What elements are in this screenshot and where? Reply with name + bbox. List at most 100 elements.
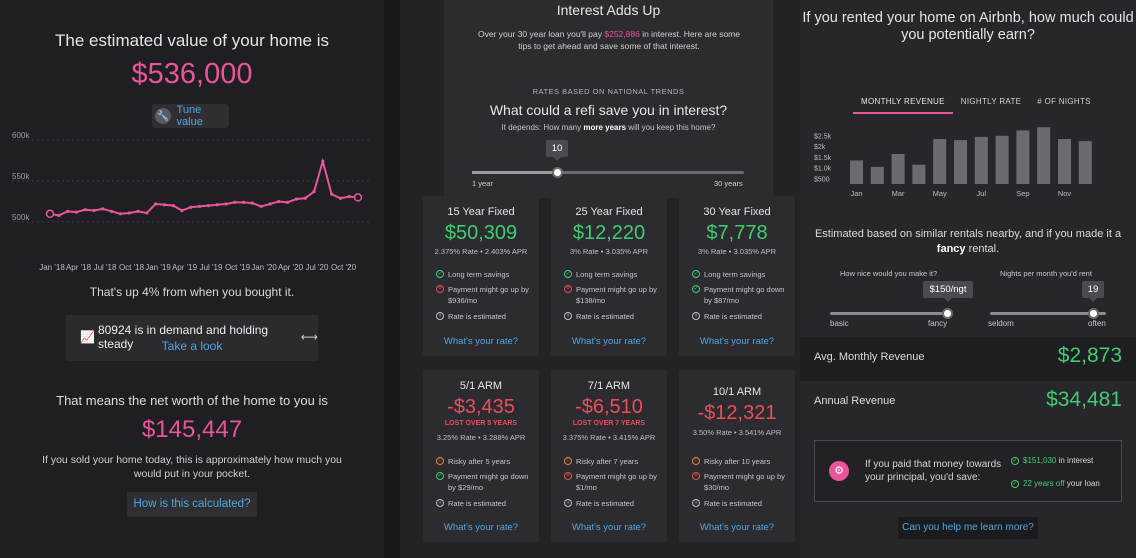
tab-number-of-nights[interactable]: # OF NIGHTS <box>1037 97 1091 106</box>
card-feature: ✓ Long term savings <box>692 269 792 280</box>
card-feature: ✓ Long term savings <box>564 269 664 280</box>
info-icon: i <box>436 312 444 320</box>
loan-card-10-1-arm: 10/1 ARM -$12,321 3.50% Rate • 3.541% AP… <box>679 370 795 542</box>
interest-savings-value: $151,030 <box>1023 456 1057 465</box>
card-savings: -$6,510 <box>575 396 643 418</box>
avg-monthly-revenue-row: Avg. Monthly Revenue $2,873 <box>800 337 1136 381</box>
loan-card-5-1-arm: 5/1 ARM -$3,435 LOST OVER 5 YEARS 3.25% … <box>423 370 539 542</box>
x-tick-label: Apr '20 <box>278 263 304 272</box>
whats-your-rate-link[interactable]: What's your rate? <box>699 336 775 347</box>
value-point <box>338 196 342 200</box>
value-point <box>286 200 290 204</box>
nights-slider-handle[interactable] <box>1088 308 1099 319</box>
years-slider-handle[interactable] <box>552 167 563 178</box>
up-since-purchase-text: That's up 4% from when you bought it. <box>89 285 295 299</box>
card-feature: i Rate is estimated <box>564 498 664 509</box>
years-q-post: will you keep this home? <box>626 123 716 132</box>
card-feature: × Payment might go up by $936/mo <box>436 284 536 306</box>
how-calculated-button[interactable]: How is this calculated? <box>127 492 257 517</box>
tab-nightly-rate[interactable]: NIGHTLY RATE <box>960 97 1022 106</box>
learn-more-button[interactable]: Can you help me learn more? <box>898 517 1038 539</box>
feature-text: Risky after 5 years <box>448 457 511 466</box>
years-slider-max: 30 years <box>714 179 743 188</box>
estimate-pre: Estimated based on similar rentals nearb… <box>814 228 1122 240</box>
years-savings-value: 22 years off <box>1023 479 1065 488</box>
x-icon: × <box>564 285 572 293</box>
value-point <box>127 211 131 215</box>
check-icon: ✓ <box>1011 456 1019 465</box>
card-lost-label: LOST OVER 5 YEARS <box>444 420 518 427</box>
card-rate: 3% Rate • 3.035% APR <box>569 247 649 256</box>
feature-text: Rate is estimated <box>704 499 762 508</box>
demand-text: 80924 is in demand and holding steady <box>97 323 269 351</box>
revenue-bar <box>850 160 863 184</box>
whats-your-rate-link[interactable]: What's your rate? <box>571 522 647 533</box>
value-point <box>215 203 219 207</box>
card-title: 5/1 ARM <box>459 380 503 392</box>
niceness-slider-track[interactable] <box>830 312 950 315</box>
robot-icon: ⚙ <box>829 461 849 481</box>
info-icon: i <box>436 499 444 507</box>
revenue-bar <box>1078 141 1092 184</box>
tab-monthly-revenue[interactable]: MONTHLY REVENUE <box>853 97 953 114</box>
y-tick-label: $2k <box>814 144 826 151</box>
niceness-slider-min: basic <box>830 319 849 328</box>
revenue-bar <box>974 136 988 184</box>
x-icon: × <box>436 285 444 293</box>
card-feature: ! Risky after 5 years <box>436 456 536 467</box>
x-tick-label: Nov <box>1058 189 1072 198</box>
value-point <box>242 200 246 204</box>
take-a-look-link[interactable]: Take a look <box>161 339 223 353</box>
value-point <box>57 213 61 218</box>
monthly-revenue-chart: $2.5k $2k $1.5k $1.0k $500 Jan Mar May Jul Sep Nov <box>814 127 1092 198</box>
value-point <box>250 201 254 205</box>
card-feature: i Rate is estimated <box>692 311 792 322</box>
nights-slider-track[interactable] <box>990 312 1106 315</box>
revenue-bar <box>933 139 947 184</box>
refi-question: What could a refi save you in interest? <box>489 102 728 118</box>
revenue-bar <box>870 166 884 184</box>
x-tick-label: Oct '19 <box>225 263 251 272</box>
revenue-bar <box>1037 127 1051 184</box>
x-tick-label: Oct '18 <box>119 263 145 272</box>
x-icon: × <box>692 472 700 480</box>
card-lost-label: LOST OVER 7 YEARS <box>572 420 646 427</box>
card-title: 10/1 ARM <box>712 386 762 398</box>
years-q-bold: more years <box>583 123 627 132</box>
feature-text: Rate is estimated <box>448 312 506 321</box>
whats-your-rate-link[interactable]: What's your rate? <box>571 336 647 347</box>
home-value-chart: 600k 550k 500k Jan '18 Apr '18 Jul '18 Oct '18… <box>12 131 370 272</box>
y-tick-label: 550k <box>12 172 30 181</box>
niceness-slider-handle[interactable] <box>942 308 953 319</box>
value-point <box>110 209 114 213</box>
tune-value-button[interactable]: 🔧 Tune value <box>152 104 229 128</box>
avg-monthly-revenue-label: Avg. Monthly Revenue <box>814 351 925 363</box>
feature-text: Rate is estimated <box>704 312 762 321</box>
card-title: 25 Year Fixed <box>575 206 643 218</box>
years-question: It depends: How many more years will you… <box>444 123 773 132</box>
whats-your-rate-link[interactable]: What's your rate? <box>443 522 519 533</box>
years-slider-track[interactable] <box>472 171 744 174</box>
value-point <box>294 197 298 201</box>
x-icon: × <box>564 472 572 480</box>
interest-title: Interest Adds Up <box>556 2 661 18</box>
value-point <box>303 196 307 200</box>
card-feature: ✓ Long term savings <box>436 269 536 280</box>
x-tick-label: Jul '18 <box>94 263 117 272</box>
value-point <box>347 194 351 199</box>
card-feature: i Rate is estimated <box>692 498 792 509</box>
years-slider-min: 1 year <box>472 179 493 188</box>
years-q-pre: It depends: How many <box>501 123 584 132</box>
whats-your-rate-link[interactable]: What's your rate? <box>443 336 519 347</box>
home-value-panel: The estimated value of your home is $536… <box>0 0 384 558</box>
feature-text: Rate is estimated <box>576 312 634 321</box>
card-feature: i Rate is estimated <box>564 311 664 322</box>
revenue-bar <box>995 135 1009 184</box>
y-tick-label: $1.0k <box>814 166 832 173</box>
home-value-amount: $536,000 <box>131 58 253 90</box>
whats-your-rate-link[interactable]: What's your rate? <box>699 522 775 533</box>
estimate-text: Estimated based on similar rentals nearb… <box>800 227 1136 257</box>
y-tick-label: 500k <box>12 213 30 222</box>
check-icon: ✓ <box>564 270 572 278</box>
revenue-bar <box>891 154 905 184</box>
